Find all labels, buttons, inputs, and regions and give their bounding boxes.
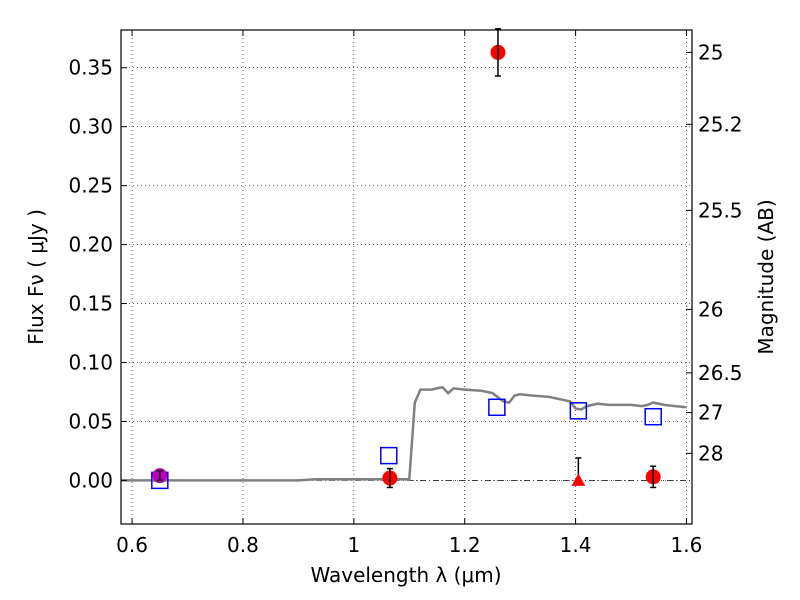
y-tick-label: 0.30: [68, 115, 113, 139]
x-tick-label: 0.6: [116, 533, 148, 557]
magnitude-tick-label: 26: [698, 297, 723, 321]
x-axis-label: Wavelength λ (μm): [310, 563, 501, 587]
magnitude-tick-label: 25.2: [698, 112, 743, 136]
magnitude-tick-label: 27: [698, 401, 723, 425]
x-tick-label: 1: [347, 533, 360, 557]
y-tick-label: 0.20: [68, 233, 113, 257]
x-tick-label: 1.4: [560, 533, 592, 557]
magnitude-tick-label: 26.5: [698, 361, 743, 385]
y-tick-label: 0.35: [68, 56, 113, 80]
magnitude-axis-label: Magnitude (AB): [754, 199, 778, 354]
y-tick-label: 0.15: [68, 292, 113, 316]
magnitude-tick-label: 25: [698, 40, 723, 64]
y-axis-label: Flux Fν ( μJy ): [24, 209, 48, 345]
model-photometry-square: [380, 446, 398, 465]
y-tick-label: 0.00: [68, 468, 113, 492]
magnitude-tick-label: 25.5: [698, 198, 743, 222]
model-photometry-layer: [151, 398, 662, 490]
upper-limit-triangle: [571, 473, 586, 486]
model-photometry-square: [488, 398, 506, 417]
x-tick-label: 0.8: [227, 533, 259, 557]
x-tick-label: 1.6: [671, 533, 703, 557]
x-tick-label: 1.2: [449, 533, 481, 557]
plot-frame: [120, 29, 693, 525]
model-photometry-square: [569, 402, 588, 420]
grid-lines: [121, 30, 692, 524]
magnitude-tick-label: 28: [698, 441, 723, 465]
y-tick-label: 0.25: [68, 174, 113, 198]
observed-points-layer: [152, 28, 661, 489]
y-tick-label: 0.05: [68, 409, 113, 433]
model-photometry-square: [644, 407, 662, 426]
tick-labels: 0.6 0.8 1 1.2 1.4 1.6 0.00 0.05 0.10 0.15 0.20 0.25…: [68, 40, 742, 557]
axis-ticks: [121, 30, 692, 524]
model-sed-line: [121, 385, 687, 482]
y-tick-label: 0.10: [68, 350, 113, 374]
model-sed-layer: [121, 385, 687, 482]
